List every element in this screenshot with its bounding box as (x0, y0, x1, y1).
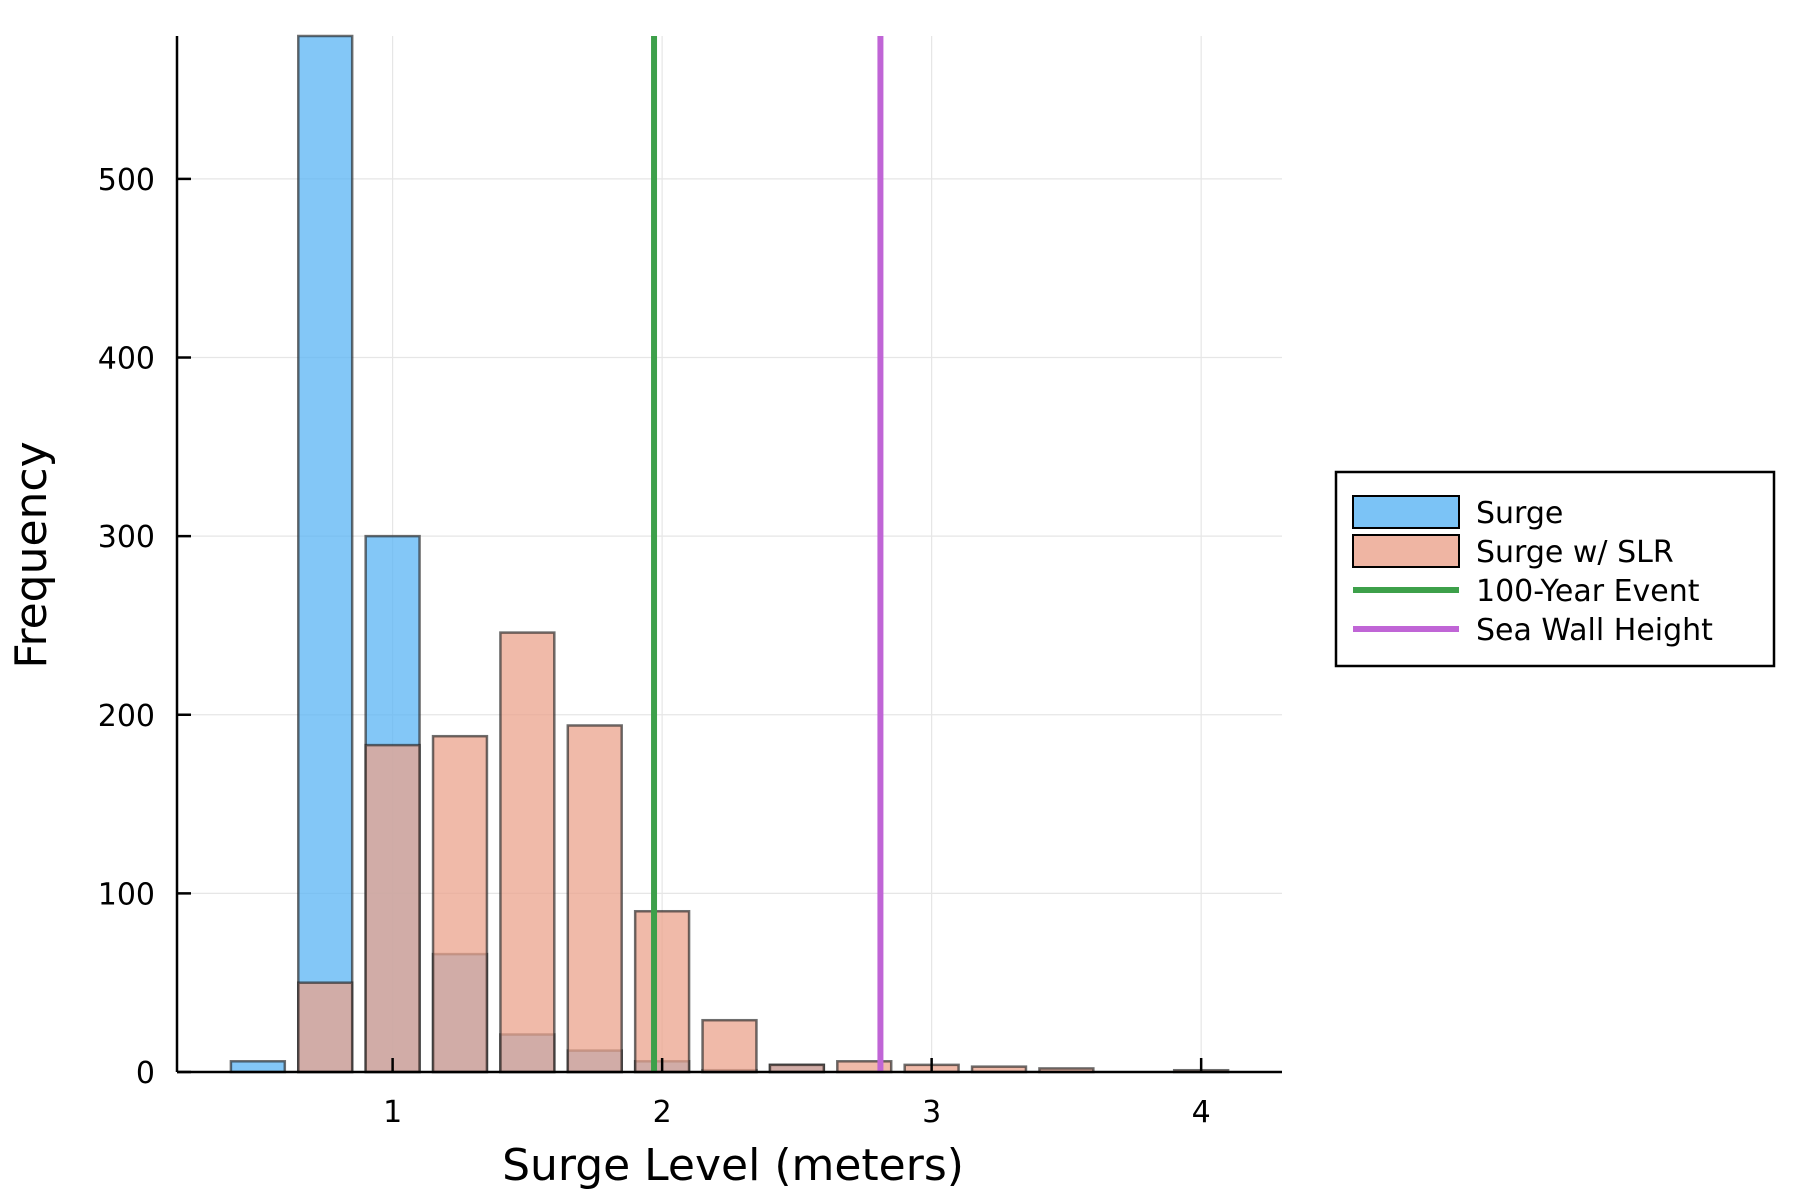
bar-surge (297, 34, 354, 1074)
reference-lines (651, 36, 884, 1072)
y-tick-label: 100 (98, 877, 155, 912)
bar-surge-slr (364, 743, 421, 1074)
x-tick-label: 4 (1192, 1095, 1211, 1130)
bar-surge-slr (701, 1018, 758, 1074)
y-tick-label: 300 (98, 520, 155, 555)
y-tick-label: 0 (136, 1056, 155, 1091)
legend-swatch (1352, 534, 1460, 568)
x-axis-title: Surge Level (meters) (502, 1140, 964, 1191)
bar-surge-slr (431, 734, 489, 1074)
y-tick-label: 500 (98, 163, 155, 198)
axes (175, 36, 1282, 1074)
tick-labels: 1 2 3 4 0 100 200 300 400 500 (98, 163, 1211, 1130)
bar-surge-slr (499, 631, 556, 1074)
legend-label: Sea Wall Height (1476, 613, 1713, 648)
legend-swatch (1352, 495, 1460, 529)
legend-label: Surge w/ SLR (1476, 535, 1674, 570)
x-tick-label: 3 (922, 1095, 941, 1130)
y-axis-title: Frequency (6, 441, 57, 668)
x-tick-label: 1 (383, 1095, 402, 1130)
legend-label: Surge (1476, 496, 1563, 531)
histogram-bars (229, 34, 1230, 1074)
bar-surge-slr (297, 981, 354, 1074)
y-tick-label: 200 (98, 699, 155, 734)
bar-surge-slr (566, 724, 623, 1074)
x-tick-label: 2 (653, 1095, 672, 1130)
legend: Surge Surge w/ SLR 100-Year Event Sea Wall … (1334, 470, 1776, 668)
bar-surge (229, 1060, 287, 1074)
bar-surge-slr (633, 909, 691, 1074)
legend-label: 100-Year Event (1476, 574, 1700, 609)
y-tick-label: 400 (98, 342, 155, 377)
